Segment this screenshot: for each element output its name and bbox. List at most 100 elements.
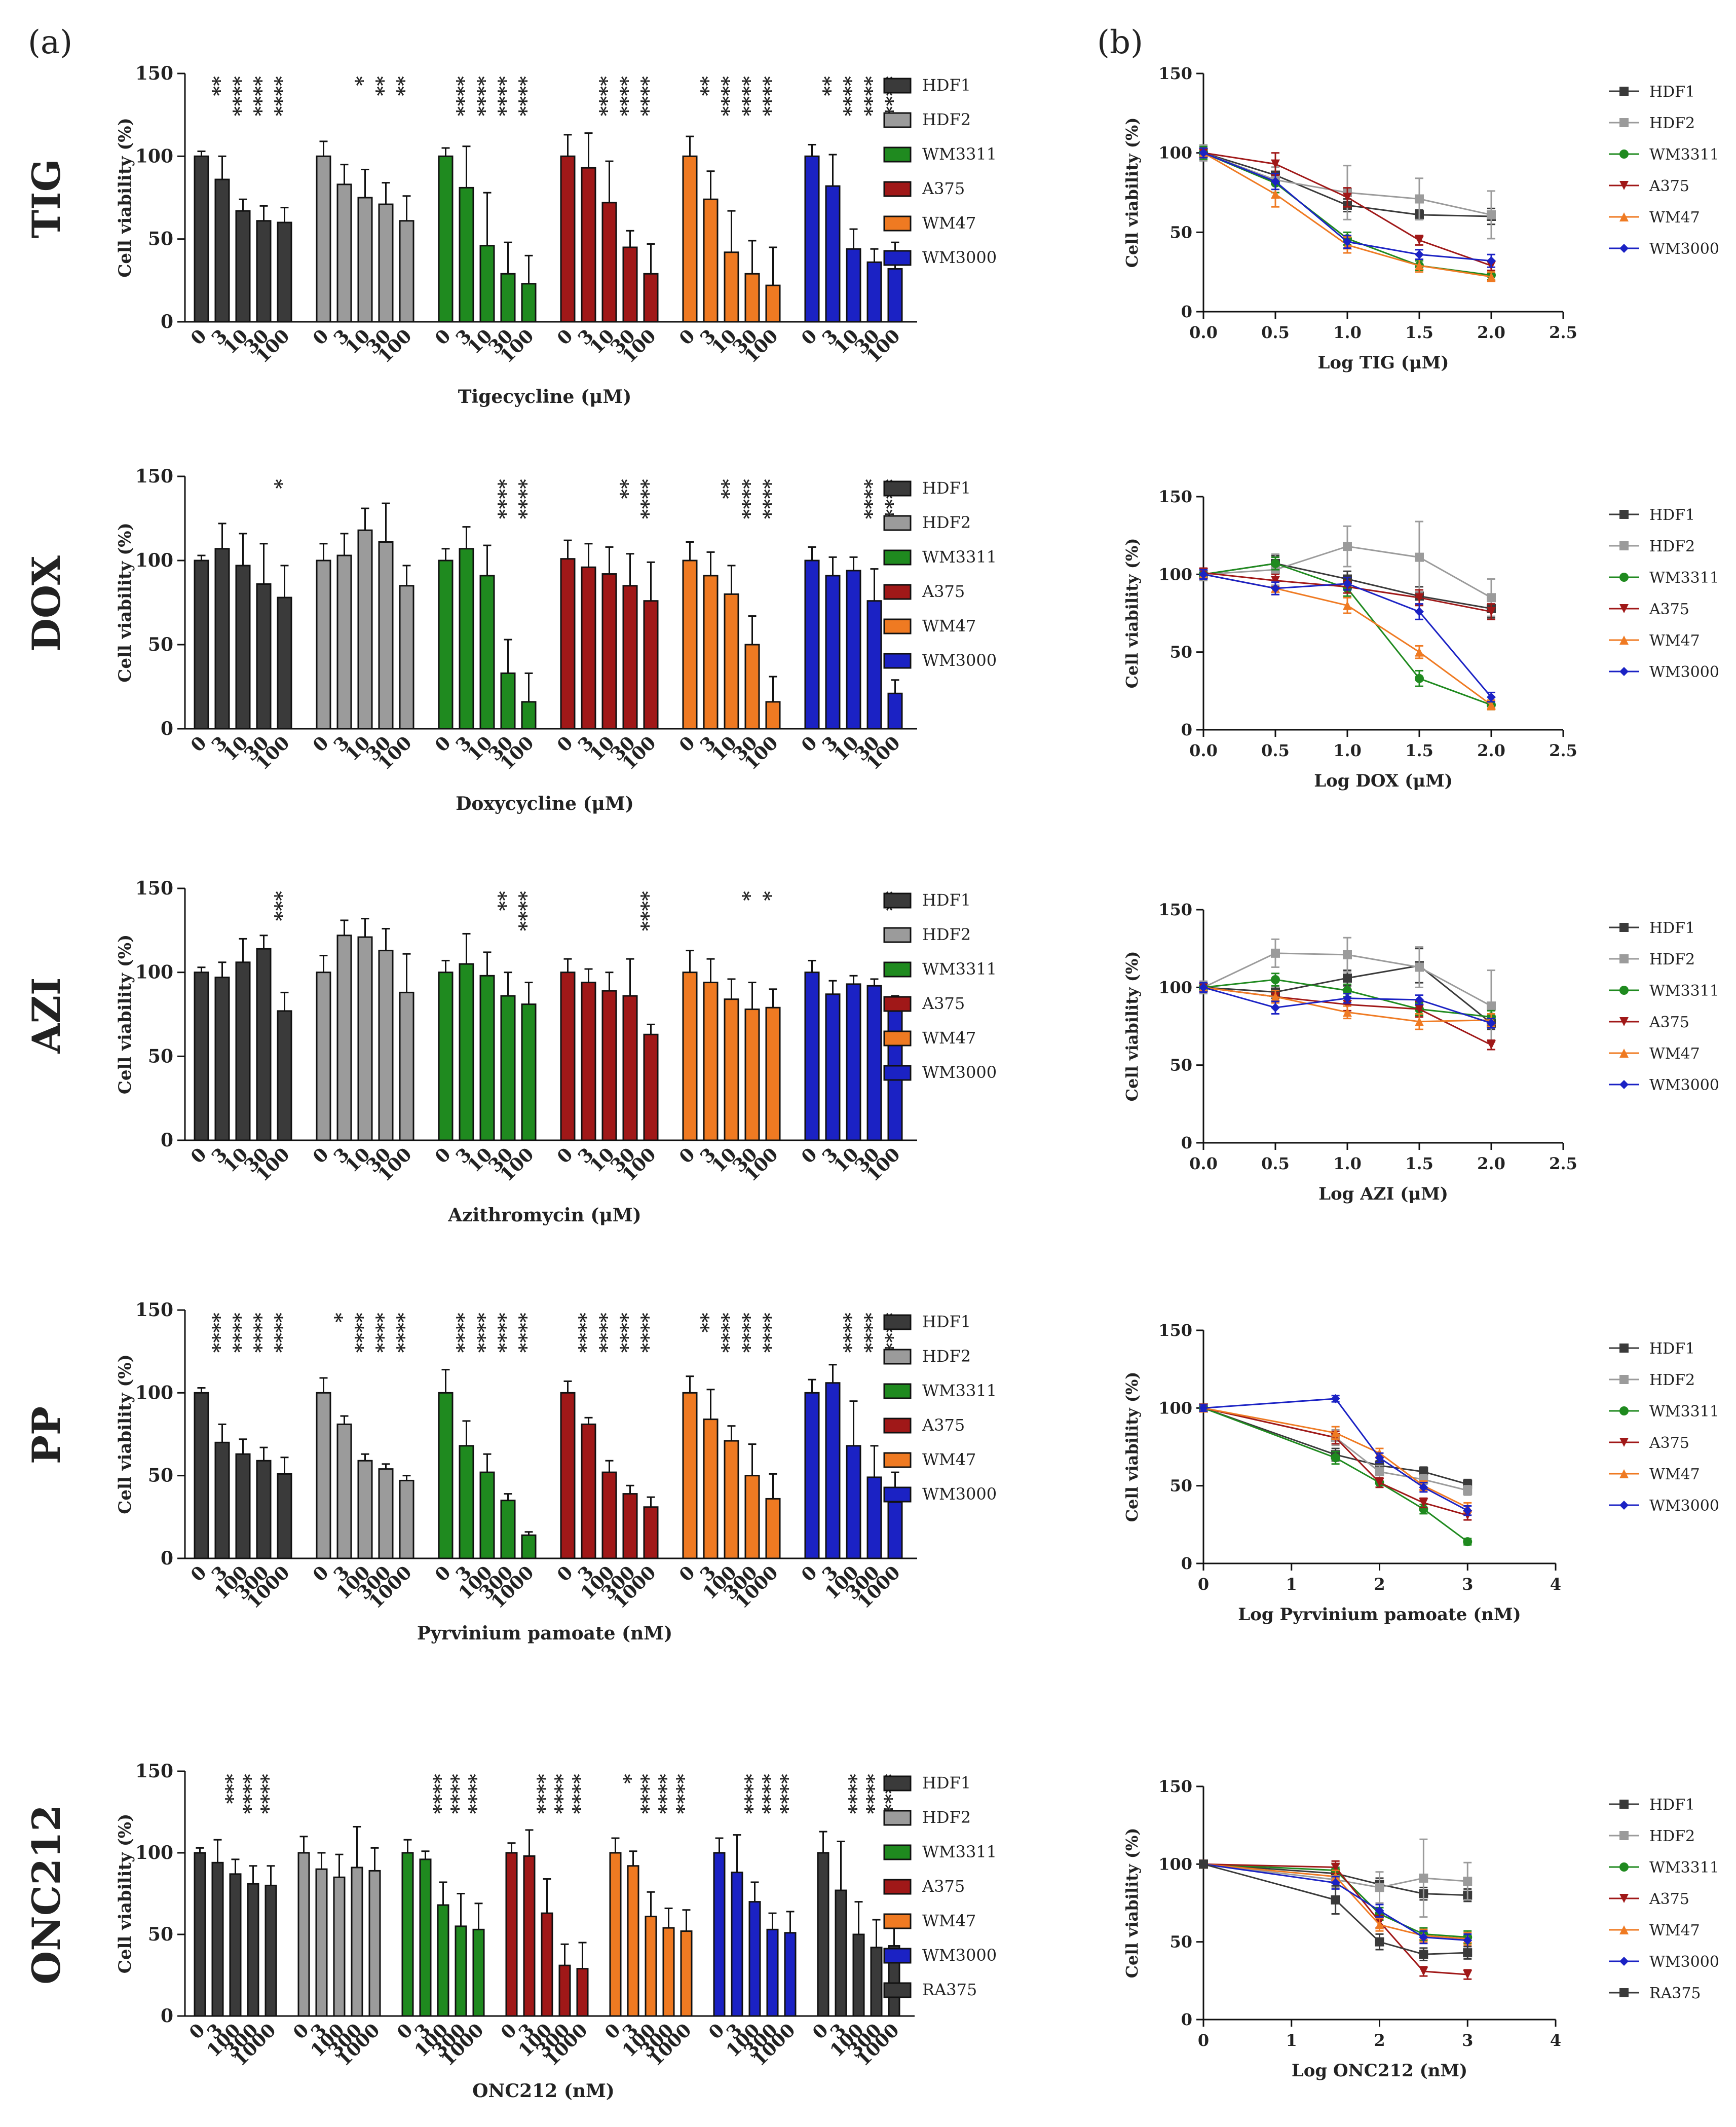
y-tick-label: 50 <box>148 634 173 655</box>
bar-hdf1-100 <box>277 1010 292 1141</box>
y-tick-label: 0 <box>161 1548 173 1569</box>
y-tick-label: 100 <box>1158 565 1192 584</box>
bar-wm3000-3 <box>825 185 841 323</box>
legend-marker-ra375 <box>1619 1988 1629 1997</box>
significance-stars: **** <box>738 479 761 519</box>
legend-marker-a375 <box>1619 181 1629 190</box>
bar-wm3000-0 <box>804 559 820 730</box>
significance-stars: * <box>738 891 761 901</box>
dose-label: 0 <box>675 732 699 756</box>
x-tick-label: 0.0 <box>1189 323 1218 342</box>
significance-stars: **** <box>239 1774 262 1814</box>
point-hdf2 <box>1343 950 1352 959</box>
x-tick-label: 2 <box>1374 2031 1385 2050</box>
legend-label: WM47 <box>922 1450 976 1469</box>
line-chart-pp: 0 50 100 150 0 1 2 3 4 Cell viability (%) Log Pyrv… <box>1122 1321 1719 1625</box>
point-wm3000 <box>1343 579 1352 588</box>
legend-marker-hdf2 <box>1619 1831 1629 1840</box>
bar-a375-0 <box>560 155 576 323</box>
legend-swatch-hdf1 <box>883 892 912 909</box>
x-tick-label: 0 <box>1198 2031 1209 2050</box>
legend-swatch-hdf2 <box>883 1349 912 1365</box>
bar-hdf1-10 <box>235 961 251 1141</box>
point-wm47 <box>1271 992 1280 1001</box>
bar-hdf2-100 <box>357 1460 373 1559</box>
dose-label: 0 <box>675 325 699 349</box>
legend-label: WM3000 <box>922 1063 997 1082</box>
bar-wm3000-300 <box>866 1476 882 1559</box>
point-wm3000 <box>1199 570 1208 579</box>
legend-label: A375 <box>1649 1434 1689 1452</box>
point-hdf2 <box>1375 1883 1384 1892</box>
significance-stars: **** <box>393 1313 416 1353</box>
bar-wm3311-3 <box>459 548 474 730</box>
point-wm47 <box>1415 261 1424 271</box>
bar-hdf2-30 <box>378 950 394 1141</box>
point-a375 <box>1463 1970 1473 1980</box>
dose-label: 0 <box>553 732 577 756</box>
bar-wm3311-10 <box>479 575 495 730</box>
bar-wm47-300 <box>662 1927 675 2017</box>
bar-hdf1-3 <box>214 1441 230 1559</box>
legend-label: WM3311 <box>1649 1403 1719 1421</box>
significance-stars: **** <box>862 1774 885 1814</box>
legend-label: HDF1 <box>922 890 971 910</box>
bar-ra375-3 <box>835 1889 847 2017</box>
legend-marker-hdf2 <box>1619 954 1629 963</box>
bar-wm3311-300 <box>455 1925 467 2017</box>
bar-wm47-0 <box>682 559 698 730</box>
legend-label: WM3311 <box>922 547 997 567</box>
legend-label: HDF2 <box>1649 115 1695 132</box>
bar-hdf2-3 <box>336 554 352 730</box>
bar-hdf2-0 <box>316 559 331 730</box>
bar-wm3000-100 <box>748 1901 761 2017</box>
point-wm3311 <box>1415 674 1424 683</box>
bar-ra375-100 <box>852 1933 865 2017</box>
significance-stars: **** <box>257 1774 280 1814</box>
legend-swatch-wm3000 <box>883 1948 912 1964</box>
bar-hdf1-100 <box>277 596 292 730</box>
dose-label: 0 <box>431 732 455 756</box>
significance-stars: **** <box>738 76 761 117</box>
dose-label: 0 <box>553 1144 577 1168</box>
point-ra375 <box>1199 1859 1208 1869</box>
significance-stars: ** <box>718 479 740 499</box>
significance-stars: **** <box>776 1774 799 1814</box>
bar-wm47-0 <box>682 155 698 323</box>
x-axis-label: Log Pyrvinium pamoate (nM) <box>1238 1604 1521 1625</box>
legend-label: WM47 <box>922 1911 976 1930</box>
dose-label: 0 <box>309 1144 332 1168</box>
y-tick-label: 100 <box>135 550 173 571</box>
x-tick-label: 0.5 <box>1261 741 1290 760</box>
bar-wm3311-0 <box>401 1852 414 2017</box>
x-axis-label: Log AZI (μM) <box>1318 1184 1448 1204</box>
bar-wm3311-30 <box>500 995 516 1141</box>
legend-marker-a375 <box>1619 1017 1629 1026</box>
legend-label: WM3000 <box>1649 1953 1719 1971</box>
legend-marker-a375 <box>1619 604 1629 613</box>
bar-hdf1-30 <box>256 948 272 1141</box>
point-wm47 <box>1487 272 1496 282</box>
legend-label: WM47 <box>922 213 976 233</box>
significance-stars: **** <box>840 1313 862 1353</box>
point-hdf2 <box>1375 1467 1384 1477</box>
x-tick-label: 3 <box>1462 2031 1473 2050</box>
legend-marker-wm47 <box>1619 1925 1629 1934</box>
bar-wm3311-3 <box>459 186 474 323</box>
significance-stars: **** <box>595 76 618 117</box>
bar-wm3000-30 <box>866 985 882 1141</box>
significance-stars: **** <box>515 76 538 117</box>
significance-stars: **** <box>372 1313 395 1353</box>
bar-hdf2-0 <box>316 1392 331 1559</box>
x-tick-label: 1.5 <box>1405 741 1433 760</box>
significance-stars: ** <box>494 891 517 911</box>
legend-label: WM47 <box>1649 1045 1700 1063</box>
legend-label: HDF1 <box>1649 1340 1695 1358</box>
legend-swatch-a375 <box>883 1417 912 1434</box>
legend-marker-wm47 <box>1619 212 1629 221</box>
significance-stars: ** <box>819 76 842 96</box>
legend-swatch-a375 <box>883 181 912 197</box>
